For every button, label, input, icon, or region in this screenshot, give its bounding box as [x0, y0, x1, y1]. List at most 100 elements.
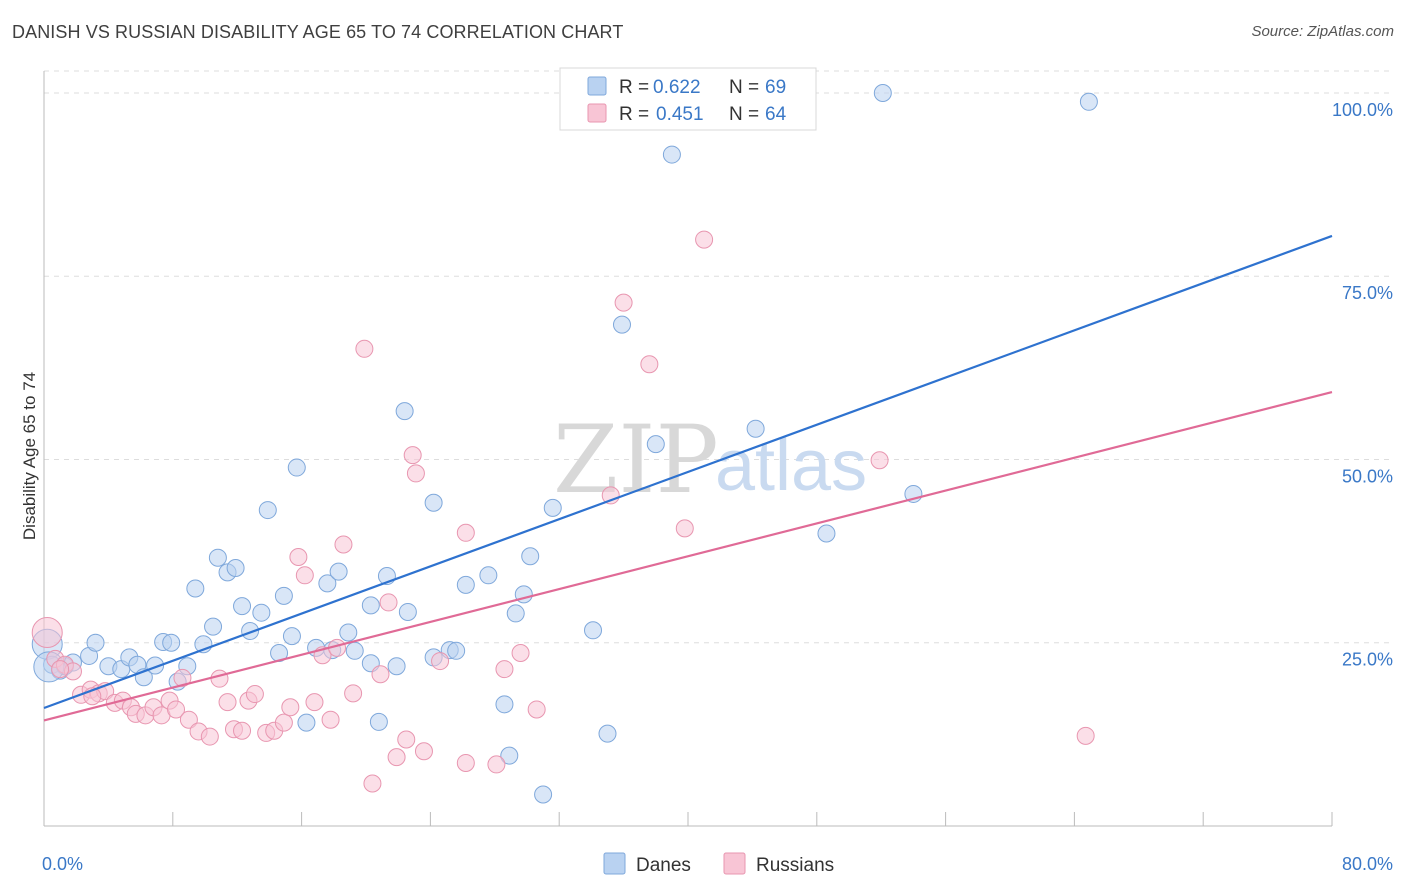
russians-point-26 — [245, 685, 264, 704]
bottom-legend-danes-label: Danes — [636, 855, 691, 876]
russians-point-17 — [173, 668, 192, 687]
legend-russians-n-label: N = — [729, 104, 759, 125]
danes-point-53 — [506, 604, 525, 623]
russians-point-30 — [281, 698, 300, 717]
danes-point-31 — [297, 713, 316, 732]
y-tick-label-0: 25.0% — [1342, 650, 1393, 670]
russians-point-50 — [456, 523, 475, 542]
chart-title: DANISH VS RUSSIAN DISABILITY AGE 65 TO 7… — [12, 22, 624, 42]
y-tick-label-2: 75.0% — [1342, 283, 1393, 303]
danes-point-57 — [543, 498, 562, 517]
russians-point-45 — [403, 446, 422, 465]
russians-point-47 — [414, 742, 433, 761]
russians-point-62 — [51, 660, 70, 679]
danes-point-51 — [495, 695, 514, 714]
watermark-zip: ZIP — [553, 406, 719, 515]
bottom-legend-russians-swatch — [723, 852, 746, 875]
russians-point-51 — [487, 755, 506, 774]
y-tick-label-3: 100.0% — [1332, 100, 1393, 120]
danes-point-64 — [817, 524, 836, 543]
danes-point-55 — [521, 547, 540, 566]
legend-danes-swatch — [587, 76, 607, 96]
danes-point-43 — [395, 402, 414, 421]
watermark-atlas: atlas — [715, 426, 867, 506]
legend-danes-n-value: 69 — [765, 77, 786, 98]
x-axis-minor-ticks — [43, 812, 1333, 826]
russians-point-48 — [431, 652, 450, 671]
danes-point-19 — [204, 617, 223, 636]
danes-point-37 — [345, 641, 364, 660]
source-label: Source: ZipAtlas.com — [1251, 23, 1394, 40]
danes-point-45 — [424, 493, 443, 512]
russians-point-22 — [218, 693, 237, 712]
legend-russians-r-value: 0.451 — [656, 104, 704, 125]
russians-point-42 — [379, 593, 398, 612]
russians-trend-line — [43, 390, 1333, 722]
russians-point-31 — [289, 547, 308, 566]
russians-point-41 — [371, 665, 390, 684]
danes-point-59 — [598, 724, 617, 743]
y-tick-labels: 25.0% 50.0% 75.0% 100.0% — [1332, 100, 1393, 670]
danes-point-26 — [258, 501, 277, 520]
y-tick-label-1: 50.0% — [1342, 466, 1393, 486]
danes-point-36 — [339, 623, 358, 642]
russians-point-49 — [456, 753, 475, 772]
legend-danes-r-value: 0.622 — [653, 77, 701, 98]
russians-point-60 — [870, 451, 889, 470]
legend-russians-n-value: 64 — [765, 104, 787, 125]
danes-point-30 — [287, 458, 306, 477]
russians-point-21 — [210, 669, 229, 688]
legend-russians-swatch — [587, 103, 607, 123]
danes-point-6 — [86, 633, 105, 652]
russians-point-38 — [344, 684, 363, 703]
danes-point-20 — [208, 548, 227, 567]
danes-point-65 — [873, 83, 892, 102]
danes-point-52 — [500, 746, 519, 765]
grid-layer — [44, 70, 1392, 644]
bottom-legend-danes-swatch — [603, 852, 626, 875]
russians-point-52 — [495, 660, 514, 679]
russians-point-46 — [406, 464, 425, 483]
legend-danes-r-label: R = — [619, 77, 649, 98]
danes-point-61 — [646, 435, 665, 454]
danes-point-67 — [1079, 92, 1098, 111]
danes-point-48 — [447, 641, 466, 660]
danes-point-24 — [241, 622, 260, 641]
russians-point-44 — [397, 730, 416, 749]
russians-point-35 — [321, 710, 340, 729]
russians-point-0 — [31, 616, 63, 648]
danes-point-22 — [226, 558, 245, 577]
russians-point-29 — [274, 713, 293, 732]
danes-point-60 — [612, 315, 631, 334]
danes-trend-line — [43, 234, 1333, 710]
danes-point-17 — [186, 579, 205, 598]
stats-legend: R = 0.622 N = 69 R = 0.451 N = 64 — [559, 67, 817, 131]
danes-point-14 — [162, 633, 181, 652]
russians-point-61 — [1076, 726, 1095, 745]
danes-point-44 — [398, 602, 417, 621]
danes-point-28 — [274, 586, 293, 605]
x-tick-label-max: 80.0% — [1342, 854, 1393, 874]
danes-point-42 — [387, 657, 406, 676]
russians-point-43 — [387, 748, 406, 767]
danes-point-39 — [361, 596, 380, 615]
russians-point-18 — [179, 710, 198, 729]
danes-point-62 — [662, 145, 681, 164]
russians-point-59 — [695, 230, 714, 249]
russians-point-24 — [233, 721, 252, 740]
russians-point-39 — [355, 339, 374, 358]
russians-point-53 — [511, 644, 530, 663]
russians-point-57 — [640, 355, 659, 374]
russians-point-54 — [527, 700, 546, 719]
y-axis-label: Disability Age 65 to 74 — [20, 372, 39, 540]
danes-point-23 — [233, 597, 252, 616]
watermark: ZIP atlas — [553, 406, 867, 515]
russians-point-33 — [305, 693, 324, 712]
russians-point-32 — [295, 566, 314, 585]
danes-point-56 — [534, 785, 553, 804]
russians-point-40 — [363, 774, 382, 793]
points-layer — [31, 83, 1098, 804]
legend-russians-r-label: R = — [619, 104, 649, 125]
russians-point-20 — [200, 727, 219, 746]
